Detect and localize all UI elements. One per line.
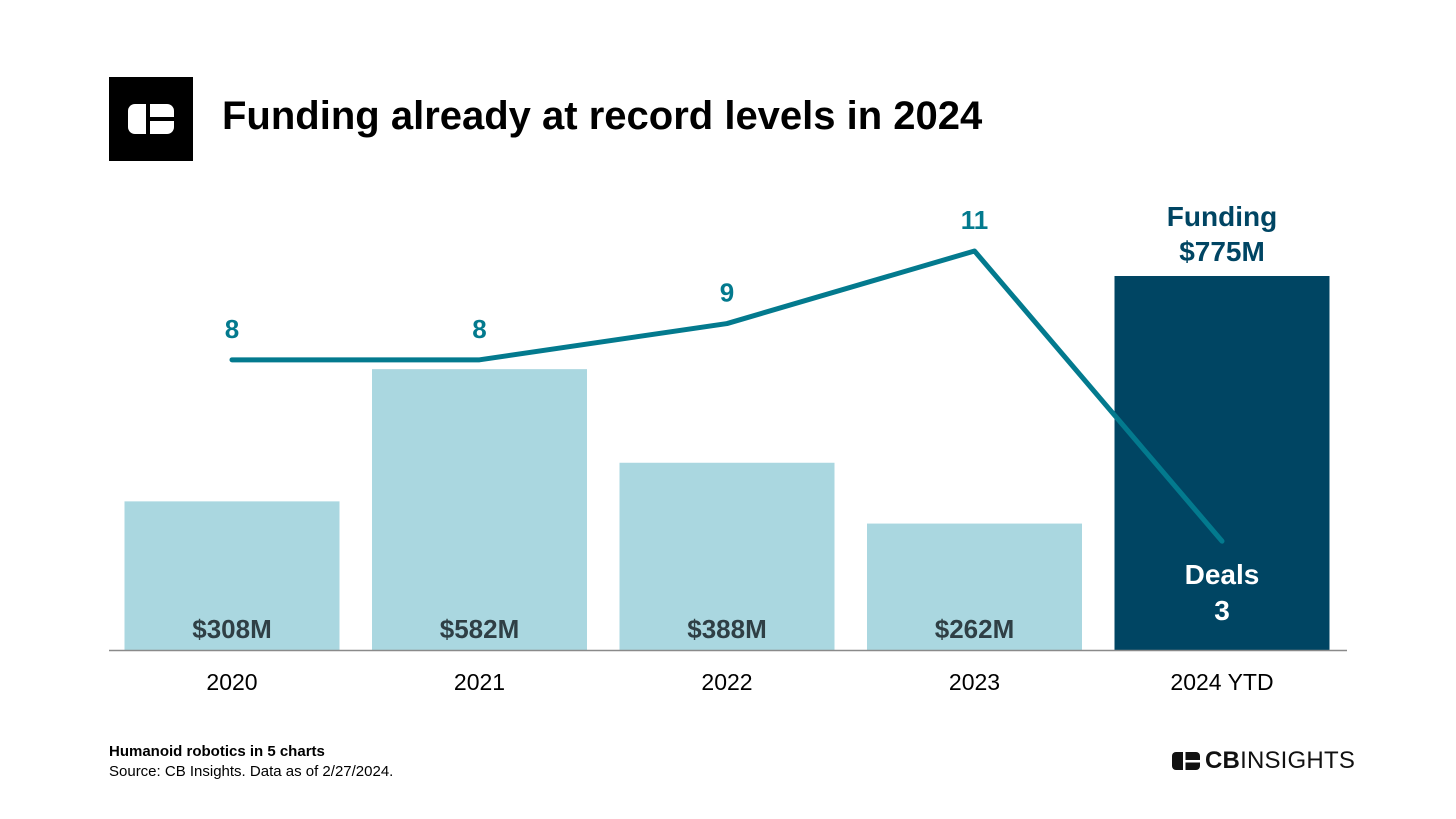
cb-brand-icon (1172, 751, 1200, 771)
bar-2023 (867, 523, 1082, 650)
deals-legend-label: Deals (1185, 559, 1260, 590)
bar-2022 (619, 462, 835, 650)
deals-value-label: 8 (225, 314, 239, 344)
page-title: Funding already at record levels in 2024 (222, 94, 983, 138)
bar-2024-ytd (1114, 276, 1330, 650)
x-tick-label: 2024 YTD (1170, 669, 1273, 695)
brand-rest: INSIGHTS (1240, 747, 1356, 774)
bar-value-label: $388M (687, 614, 767, 644)
x-tick-label: 2020 (206, 669, 257, 695)
x-tick-label: 2022 (701, 669, 752, 695)
x-tick-label: 2021 (454, 669, 505, 695)
cb-insights-brand: CBINSIGHTS (1172, 747, 1355, 775)
brand-wordmark: CBINSIGHTS (1205, 747, 1355, 775)
deals-value-label: 11 (961, 205, 989, 235)
footer-source: Source: CB Insights. Data as of 2/27/202… (109, 763, 394, 780)
bar-2020 (124, 501, 340, 650)
bar-value-label: $262M (935, 614, 1015, 644)
cb-logo (109, 77, 193, 161)
deals-line (229, 248, 1225, 544)
deals-value-label: 9 (720, 278, 734, 308)
deals-highlight-value: 3 (1214, 595, 1230, 626)
brand-bold: CB (1205, 747, 1241, 774)
deals-value-label: 8 (472, 314, 486, 344)
footer-title: Humanoid robotics in 5 charts (109, 743, 325, 760)
funding-legend-label: Funding (1167, 201, 1277, 232)
bar-value-label: $308M (192, 614, 272, 644)
bar-2021 (372, 369, 587, 650)
cb-logo-icon (128, 102, 176, 136)
funding-highlight-value: $775M (1179, 236, 1265, 267)
bar-value-label: $582M (440, 614, 520, 644)
x-tick-label: 2023 (949, 669, 1000, 695)
